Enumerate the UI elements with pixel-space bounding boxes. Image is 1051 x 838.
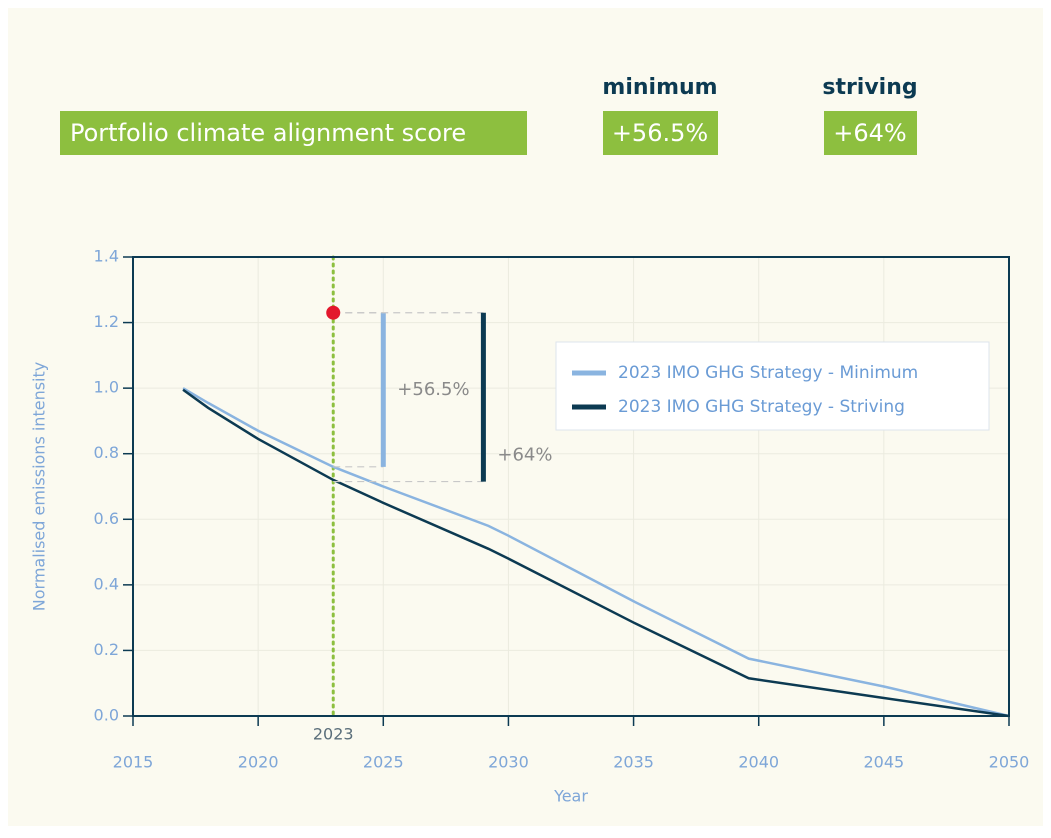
- legend-label: 2023 IMO GHG Strategy - Striving: [618, 397, 905, 417]
- title-box: [60, 111, 527, 155]
- y-axis-label: Normalised emissions intensity: [30, 362, 49, 611]
- y-tick-label: 1.4: [94, 247, 119, 266]
- x-tick-label: 2030: [488, 753, 529, 772]
- x-tick-label: 2025: [363, 753, 404, 772]
- x-tick-label: 2045: [863, 753, 904, 772]
- x-tick-label: 2020: [238, 753, 279, 772]
- legend: 2023 IMO GHG Strategy - Minimum 2023 IMO …: [555, 341, 990, 431]
- column-label: minimum: [602, 75, 717, 100]
- score-value: +64%: [833, 119, 906, 147]
- y-tick-label: 1.2: [94, 312, 119, 331]
- current-point: [326, 305, 341, 320]
- x-tick-label: 2040: [738, 753, 779, 772]
- legend-box: [555, 341, 990, 431]
- header-title: Portfolio climate alignment score: [70, 119, 466, 147]
- column-label: striving: [822, 75, 917, 100]
- y-tick-label: 0.6: [94, 509, 119, 528]
- plot-area: [133, 257, 1009, 716]
- line: [182, 387, 1010, 718]
- legend-label: 2023 IMO GHG Strategy - Minimum: [618, 363, 918, 383]
- score-value: +56.5%: [612, 119, 708, 147]
- gap-label: +56.5%: [397, 379, 469, 400]
- chart: 2015 2020 2025 2030 2035 2040 2045 2050 0.0 0.2 0.…: [30, 247, 1030, 806]
- gap-label: +64%: [497, 445, 552, 466]
- y-tick-label: 1.0: [94, 378, 119, 397]
- y-tick-label: 0.4: [94, 574, 119, 593]
- frame: [132, 256, 1010, 717]
- x-tick-label: 2035: [613, 753, 654, 772]
- reference-label: 2023: [313, 725, 354, 744]
- y-tick-label: 0.0: [94, 706, 119, 725]
- x-tick-label: 2050: [989, 753, 1030, 772]
- score-box: [824, 111, 917, 155]
- line: [182, 388, 1010, 718]
- x-axis-label: Year: [553, 787, 588, 806]
- score-box: [603, 111, 718, 155]
- x-tick-label: 2015: [113, 753, 154, 772]
- y-tick-label: 0.2: [94, 640, 119, 659]
- y-tick-label: 0.8: [94, 443, 119, 462]
